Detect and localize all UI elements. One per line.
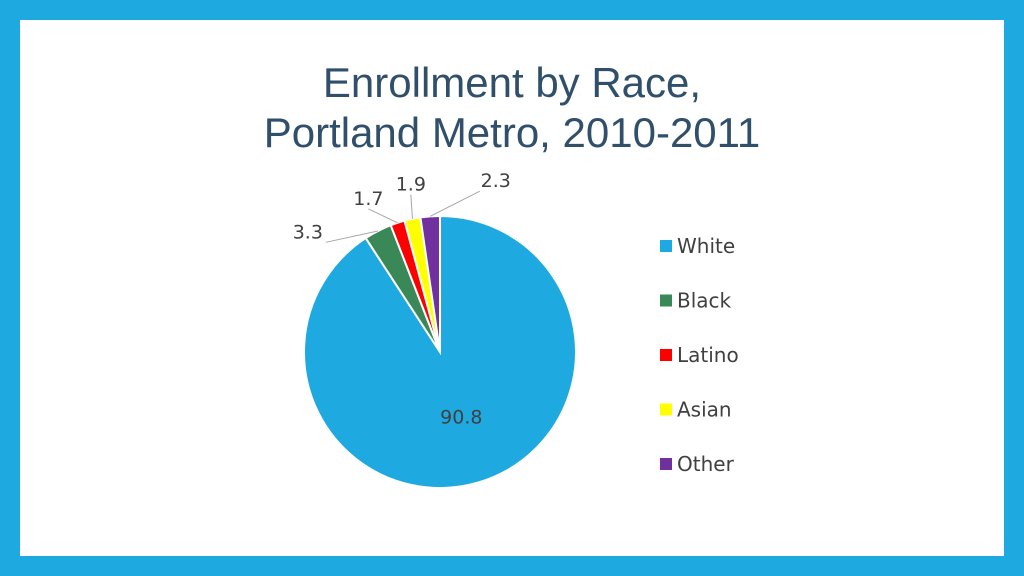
chart-title-line-2: Portland Metro, 2010-2011: [263, 109, 761, 156]
leader-line-black: [325, 230, 378, 243]
legend-label-latino: Latino: [677, 343, 739, 367]
legend-label-black: Black: [677, 289, 732, 313]
legend-label-other: Other: [677, 452, 735, 476]
data-label-other: 2.3: [481, 170, 511, 192]
chart-title-line-1: Enrollment by Race,: [322, 59, 702, 106]
leader-line-other: [429, 190, 481, 217]
data-label-white: 90.8: [440, 407, 482, 429]
data-label-latino: 1.7: [353, 188, 383, 210]
legend-label-white: White: [677, 234, 735, 258]
legend-label-asian: Asian: [677, 398, 732, 422]
data-label-black: 3.3: [293, 221, 323, 243]
chart-title: Enrollment by Race, Portland Metro, 2010…: [20, 58, 1004, 158]
leader-line-asian: [410, 194, 413, 219]
chart-legend: White Black Latino Asian Other: [660, 234, 739, 476]
legend-swatch-latino: [660, 349, 672, 361]
legend-swatch-other: [660, 458, 672, 470]
data-label-asian: 1.9: [396, 174, 426, 196]
legend-swatch-white: [660, 240, 672, 252]
legend-swatch-black: [660, 294, 672, 307]
legend-swatch-asian: [660, 403, 672, 416]
leader-line-latino: [368, 208, 398, 224]
